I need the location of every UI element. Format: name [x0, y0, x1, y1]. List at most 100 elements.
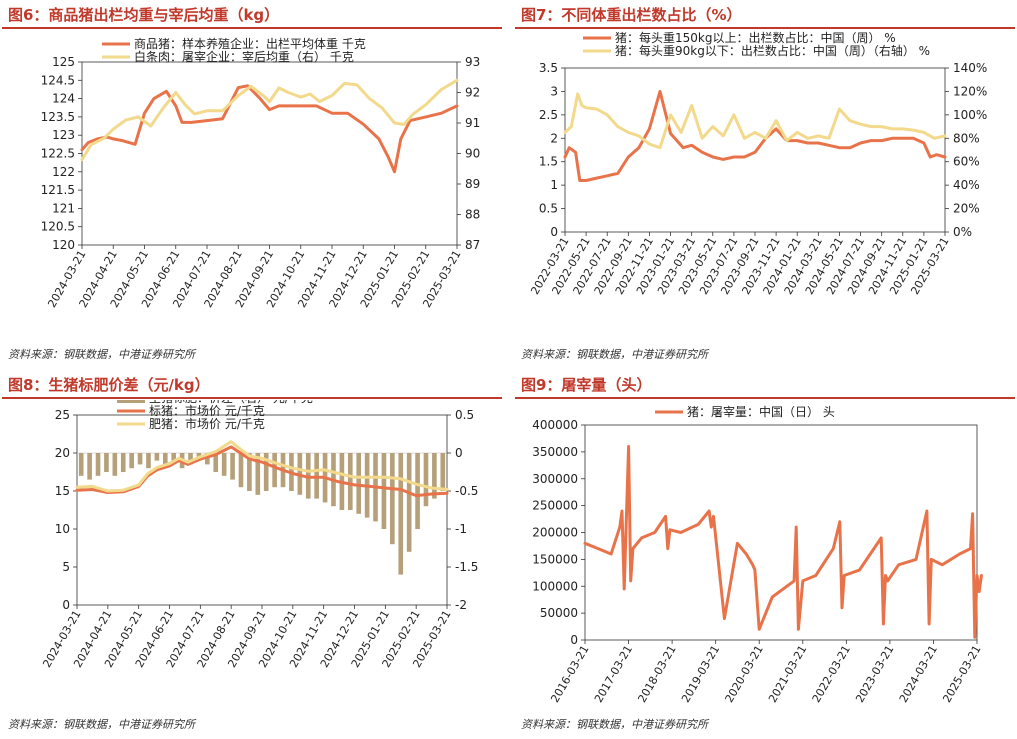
fig9-source: 资料来源：钢联数据，中港证券研究所	[521, 718, 708, 731]
fig7-ytick-right-label: 100%	[953, 108, 987, 122]
fig9-ytick-left-label: 50000	[540, 606, 578, 620]
fig6-source: 资料来源：钢联数据，中港证券研究所	[8, 348, 195, 361]
fig8-bar	[95, 453, 101, 476]
fig8-ytick-left-label: 20	[55, 446, 70, 460]
fig8-bar	[87, 453, 92, 480]
fig8-bar	[415, 453, 420, 529]
fig8-legend-label: 标猪：市场价 元/千克	[149, 403, 265, 418]
fig6-series-line-1	[80, 78, 459, 162]
fig7-ytick-right-label: 120%	[953, 84, 987, 98]
fig7-panel: 图7：不同体重出栏数占比（%） 0 0.5 1 1.5 2 2.5 3 3.5 0% 20% 40%…	[515, 0, 1015, 368]
fig6-ytick-right-label: 89	[465, 177, 480, 191]
fig8-title: 图8：生猪标肥价差（元/kg）	[8, 376, 210, 394]
fig8-bar	[255, 453, 261, 495]
fig9-title: 图9：屠宰量（头）	[521, 376, 652, 394]
fig6-legend-label: 商品猪：样本养殖企业：出栏平均体重 千克	[134, 36, 366, 51]
fig8-panel: 图8：生猪标肥价差（元/kg） 0 5 10 15 20 25 -2 -1.5 -1 -0.5 0 0…	[2, 370, 502, 738]
fig6-ytick-left-label: 121.5	[41, 183, 75, 197]
fig6-panel: 图6：商品猪出栏均重与宰后均重（kg） 120 120.5 121 121.5 122 1…	[2, 0, 502, 368]
fig8-bar	[154, 453, 160, 461]
fig9-ytick-left-label: 200000	[532, 526, 578, 540]
fig8-ytick-left-label: 15	[55, 484, 70, 498]
fig8-legend-swatch	[117, 400, 145, 403]
fig9-xtick-label: 2023-03-21	[853, 643, 896, 705]
fig8-bar	[162, 453, 168, 465]
fig9-legend-label: 猪：屠宰量：中国（日） 头	[687, 404, 835, 419]
fig7-ytick-left-label: 2.5	[539, 108, 558, 122]
fig8-bar	[238, 453, 244, 488]
fig8-bar	[423, 453, 429, 507]
fig8-bar	[146, 453, 151, 469]
fig6-ytick-left-label: 125	[52, 55, 75, 69]
fig6-title-rule	[2, 27, 502, 29]
fig8-bar	[120, 453, 126, 472]
fig8-bar	[432, 453, 437, 499]
fig8-source: 资料来源：钢联数据，中港证券研究所	[8, 718, 195, 731]
fig7-ytick-right-label: 0%	[953, 225, 972, 239]
fig6-chart: 120 120.5 121 121.5 122 122.5 123 123.5 124 124.5…	[41, 36, 481, 310]
fig8-bar	[272, 453, 277, 488]
fig7-chart: 0 0.5 1 1.5 2 2.5 3 3.5 0% 20% 40% 60% 80% 100% 120% 14…	[528, 30, 987, 297]
fig6-ytick-left-label: 120.5	[41, 220, 75, 234]
fig7-source: 资料来源：钢联数据，中港证券研究所	[521, 348, 708, 361]
fig8-bar	[390, 453, 395, 545]
fig8-bar	[188, 453, 193, 465]
fig6-ytick-left-label: 124.5	[41, 73, 75, 87]
fig9-ytick-left-label: 400000	[532, 418, 578, 432]
fig6-title: 图6：商品猪出栏均重与宰后均重（kg）	[8, 6, 280, 24]
fig7-title-rule	[515, 27, 1015, 29]
fig7-ytick-left-label: 2	[550, 131, 558, 145]
fig6-ytick-left-label: 123.5	[41, 110, 75, 124]
fig7-ytick-left-label: 3.5	[539, 61, 558, 75]
fig8-bar	[356, 453, 362, 514]
fig7-legend-label: 猪：每头重90kg以下：出栏数占比：中国（周）（右轴） %	[615, 43, 930, 58]
fig6-series-line-0	[80, 84, 459, 174]
fig7-ytick-right-label: 20%	[953, 202, 980, 216]
fig8-ytick-left-label: 10	[55, 522, 70, 536]
fig9-xtick-label: 2016-03-21	[548, 643, 591, 705]
fig8-ytick-right-label: -0.5	[455, 484, 478, 498]
fig7-ytick-left-label: 1.5	[539, 155, 558, 169]
fig6-plot-frame	[81, 61, 458, 246]
fig8-bar	[104, 453, 109, 472]
fig8-bar	[78, 453, 84, 476]
fig6-ytick-right-label: 90	[465, 147, 480, 161]
fig7-ytick-right-label: 140%	[953, 61, 987, 75]
fig9-xtick-label: 2022-03-21	[810, 643, 853, 705]
fig7-title: 图7：不同体重出栏数占比（%）	[521, 6, 742, 24]
fig8-ytick-right-label: 0	[455, 446, 463, 460]
fig9-ytick-left-label: 150000	[532, 552, 578, 566]
fig7-ytick-right-label: 80%	[953, 131, 980, 145]
fig9-ytick-left-label: 0	[570, 633, 578, 647]
fig9-title-rule	[515, 397, 1015, 399]
fig6-ytick-left-label: 123	[52, 128, 75, 142]
fig8-bar	[129, 453, 134, 469]
fig8-bar	[205, 453, 210, 465]
fig9-xtick-label: 2025-03-21	[940, 643, 983, 705]
fig8-bar	[440, 453, 446, 491]
fig8-bar	[230, 453, 235, 480]
fig8-bar	[112, 453, 118, 476]
fig6-ytick-right-label: 87	[465, 238, 480, 252]
fig8-bar	[247, 453, 252, 491]
fig6-ytick-right-label: 88	[465, 208, 480, 222]
fig8-ytick-left-label: 0	[62, 598, 70, 612]
fig8-chart: 0510152025-2-1.5-1-0.500.52024-03-212024…	[40, 400, 478, 670]
fig6-legend-label: 白条肉：屠宰企业：宰后均重（右） 千克	[134, 49, 354, 64]
fig8-title-rule	[2, 397, 502, 399]
fig9-ytick-left-label: 250000	[532, 499, 578, 513]
fig9-chart: 0 50000 100000 150000 200000 250000 300000 3500…	[532, 404, 983, 705]
fig9-xtick-label: 2021-03-21	[766, 643, 809, 705]
fig8-ytick-right-label: -1	[455, 522, 467, 536]
fig6-ytick-left-label: 124	[52, 92, 75, 106]
fig8-bar	[213, 453, 219, 472]
fig9-panel: 图9：屠宰量（头） 0 50000 100000 150000 200000 250000…	[515, 370, 1015, 738]
fig7-ytick-left-label: 1	[550, 178, 558, 192]
fig8-bar	[137, 453, 143, 465]
fig9-xtick-label: 2018-03-21	[635, 643, 678, 705]
fig8-bar	[381, 453, 387, 529]
fig9-ytick-left-label: 350000	[532, 445, 578, 459]
fig8-bar	[314, 453, 319, 499]
fig7-ytick-right-label: 40%	[953, 178, 980, 192]
fig8-bar	[398, 453, 404, 575]
